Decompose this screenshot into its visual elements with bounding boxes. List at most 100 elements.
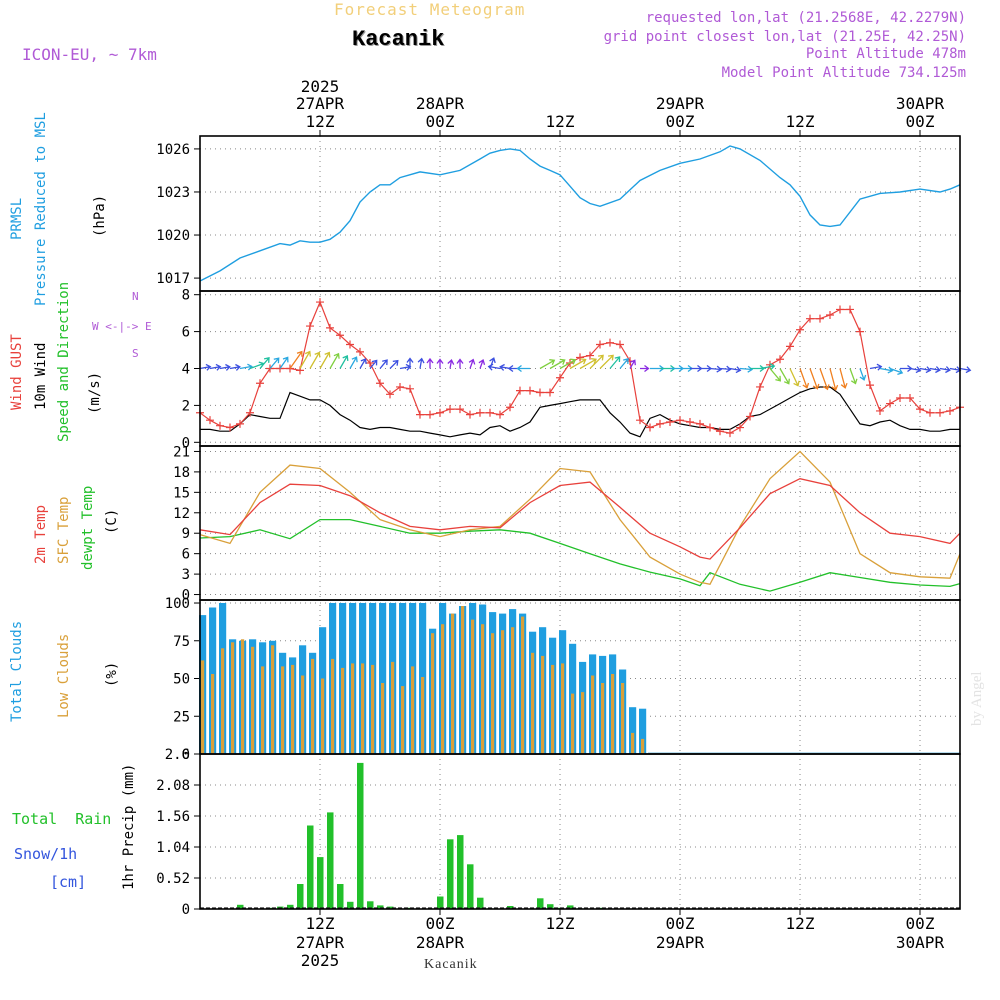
- rain-bar: [347, 901, 354, 909]
- low-cloud-bar: [201, 660, 205, 754]
- low-cloud-bar: [571, 693, 575, 754]
- rain-label: Total Rain: [12, 810, 112, 828]
- gust-marker: [496, 410, 504, 419]
- wind-direction-arrow: [299, 350, 311, 369]
- wind-direction-arrow: [759, 363, 776, 371]
- y-tick-label: 100: [165, 596, 190, 612]
- y-tick-label: 0: [182, 435, 190, 451]
- gust-marker: [256, 379, 264, 388]
- bottom-date-label: 28APR: [416, 933, 465, 952]
- pressure-label-2: Pressure Reduced to MSL: [33, 112, 49, 306]
- rain-bar: [297, 884, 304, 909]
- low-cloud-bar: [481, 624, 485, 754]
- low-cloud-bar: [491, 633, 495, 754]
- wind-direction-arrow: [549, 358, 566, 370]
- low-cloud-bar: [621, 683, 625, 754]
- rain-bar: [357, 762, 364, 909]
- bottom-year-label: 2025: [301, 951, 340, 970]
- wind-direction-arrow: [779, 368, 790, 385]
- rain-bar: [547, 904, 554, 909]
- total-clouds-label: Total Clouds: [9, 620, 25, 722]
- wind-gust-line: [199, 300, 961, 434]
- low-cloud-bar: [531, 652, 535, 754]
- top-date-label: 28APR: [416, 94, 465, 113]
- wind-direction-arrow: [239, 363, 253, 371]
- gust-marker: [216, 421, 224, 430]
- wind-direction-arrow: [436, 358, 444, 369]
- low-cloud-bar: [411, 666, 415, 754]
- wind-direction-arrow: [869, 363, 883, 371]
- gust-marker: [666, 418, 674, 427]
- low-cloud-bar: [331, 658, 335, 754]
- y-tick-label: 8: [182, 288, 190, 304]
- wind-direction-arrow: [329, 352, 340, 369]
- low-cloud-bar: [311, 658, 315, 754]
- low-cloud-bar: [501, 630, 505, 754]
- wind-direction-arrow: [209, 363, 222, 371]
- gust-marker: [306, 322, 314, 331]
- wind-direction-arrow: [379, 359, 388, 369]
- low-cloud-bar: [641, 738, 645, 754]
- wind-direction-arrow: [709, 365, 723, 373]
- gust-marker: [466, 410, 474, 419]
- wind-direction-arrow: [289, 350, 303, 369]
- top-date-label: 27APR: [296, 94, 345, 113]
- gust-marker: [596, 340, 604, 349]
- rain-bar: [377, 905, 384, 909]
- y-tick-label: 21: [173, 444, 190, 460]
- rain-bar: [287, 904, 294, 909]
- wind-direction-arrow: [909, 366, 922, 374]
- wind-direction-arrow: [959, 366, 972, 374]
- wind-direction-arrow: [929, 366, 941, 374]
- top-time-label: 12Z: [786, 112, 815, 131]
- gust-marker: [646, 423, 654, 432]
- gust-marker: [356, 347, 364, 356]
- y-tick-label: 6: [182, 547, 190, 563]
- wind-direction-arrow: [359, 358, 367, 369]
- gust-marker: [526, 386, 534, 395]
- gust-marker: [826, 310, 834, 319]
- bottom-time-label: 12Z: [786, 914, 815, 933]
- y-tick-label: 1020: [156, 228, 190, 244]
- compass-west-east: W <-|-> E: [92, 320, 152, 333]
- dewpoint-line: [199, 518, 961, 592]
- y-tick-label: 2.6: [165, 747, 190, 763]
- wind-direction-arrow: [516, 364, 530, 373]
- y-tick-label: 0.52: [156, 871, 190, 887]
- wind-direction-arrow: [569, 358, 587, 370]
- low-cloud-bar: [281, 666, 285, 754]
- low-cloud-bar: [441, 624, 445, 754]
- low-cloud-bar: [541, 655, 545, 754]
- y-tick-label: 1.56: [156, 809, 190, 825]
- point-altitude: Point Altitude 478m: [805, 46, 966, 62]
- wind-direction-arrow: [599, 354, 614, 369]
- y-tick-label: 0: [182, 588, 190, 604]
- pressure-label-1: PRMSL: [9, 197, 25, 240]
- y-tick-label: 50: [173, 672, 190, 688]
- rain-bar: [317, 857, 324, 909]
- wind-direction-arrow: [690, 364, 703, 373]
- y-tick-label: 18: [173, 465, 190, 481]
- gridpoint-location: grid point closest lon,lat (21.25E, 42.2…: [603, 29, 966, 45]
- bottom-time-label: 12Z: [306, 914, 335, 933]
- gust-marker: [856, 327, 864, 336]
- gust-marker: [786, 342, 794, 351]
- top-time-label: 12Z: [306, 112, 335, 131]
- top-time-label: 00Z: [906, 112, 935, 131]
- wind-direction-arrow: [589, 354, 604, 369]
- gust-marker: [916, 405, 924, 414]
- gust-marker: [336, 331, 344, 340]
- wind-direction-arrow: [739, 365, 754, 373]
- dewpt-label: dewpt Temp: [80, 485, 96, 570]
- sfc-temp-line: [199, 450, 961, 586]
- compass-south: S: [132, 347, 139, 360]
- bottom-time-label: 12Z: [546, 914, 575, 933]
- y-tick-label: 6: [182, 325, 190, 341]
- low-cloud-bar: [271, 645, 275, 754]
- gust-marker: [576, 353, 584, 362]
- wind-direction-arrow: [426, 357, 434, 369]
- wind-direction-arrow: [456, 358, 464, 369]
- top-time-label: 00Z: [426, 112, 455, 131]
- low-cloud-bar: [341, 667, 345, 754]
- low-cloud-bar: [401, 686, 405, 754]
